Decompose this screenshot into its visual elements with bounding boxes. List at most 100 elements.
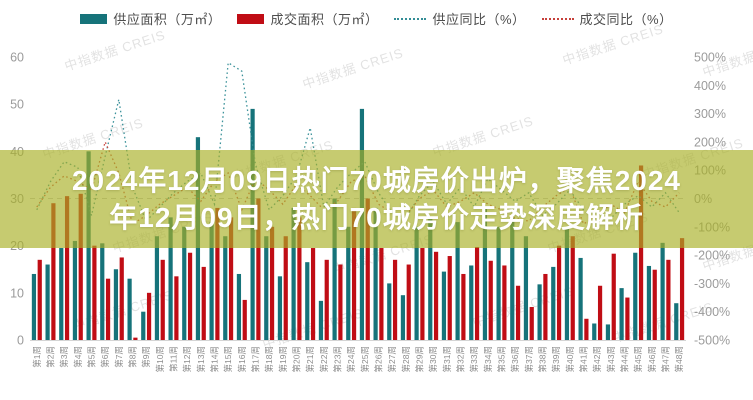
supply-bar — [223, 236, 228, 340]
supply-bar — [154, 236, 160, 340]
right-axis-tick-label: 200% — [694, 135, 726, 149]
supply-bar — [605, 324, 611, 340]
x-axis-label: 第14周 — [210, 346, 220, 372]
right-axis-tick-label: 400% — [694, 79, 726, 93]
legend-label: 供应面积（万㎡） — [113, 12, 222, 27]
x-axis-label: 第21周 — [305, 346, 315, 372]
x-axis-label: 第43周 — [606, 346, 616, 372]
transaction-bar — [379, 248, 384, 340]
transaction-bar — [133, 337, 138, 340]
supply-bar — [209, 222, 214, 340]
transaction-bar — [187, 252, 193, 340]
supply-bar — [551, 266, 556, 340]
supply-bar — [633, 252, 638, 340]
transaction-bar — [488, 260, 493, 340]
supply-bar — [346, 226, 351, 340]
transaction-bar — [160, 259, 165, 340]
left-axis-tick-label: 60 — [10, 51, 24, 65]
supply-bar — [510, 217, 515, 340]
transaction-bar — [597, 285, 603, 340]
x-axis-label: 第33周 — [469, 346, 479, 372]
legend-item-transaction-area[interactable]: 成交面积（万㎡） — [237, 9, 378, 28]
legend-item-supply-area[interactable]: 供应面积（万㎡） — [80, 9, 221, 28]
supply-bar — [236, 273, 242, 340]
legend-label: 成交面积（万㎡） — [270, 12, 379, 27]
supply-bar — [318, 300, 324, 340]
x-axis-label: 第18周 — [264, 346, 274, 372]
legend-item-transaction-yoy[interactable]: 成交同比（%） — [541, 9, 673, 28]
supply-bar — [578, 257, 583, 340]
legend-swatch-supply-yoy — [394, 17, 427, 20]
x-axis-label: 第11周 — [169, 346, 179, 372]
transaction-bar — [365, 198, 370, 340]
left-axis-tick-label: 10 — [10, 286, 24, 300]
supply-bar — [414, 226, 419, 340]
transaction-bar — [51, 203, 56, 340]
transaction-bar — [625, 297, 630, 340]
transaction-bar — [679, 238, 685, 340]
supply-bar — [469, 265, 474, 340]
x-axis-label: 第47周 — [661, 346, 671, 372]
transaction-bar — [37, 259, 42, 340]
supply-bar — [387, 283, 392, 340]
transaction-bar — [392, 259, 398, 340]
transaction-bar — [338, 264, 343, 340]
x-axis-label: 第17周 — [251, 346, 261, 372]
transaction-bar — [666, 259, 671, 340]
x-axis-label: 第30周 — [428, 346, 438, 372]
x-axis-label: 第39周 — [551, 346, 561, 372]
legend-swatch-supply-area — [80, 13, 108, 24]
headline-banner: 2024年12月09日热门70城房价出炉，聚焦2024 年12月09日，热门70… — [0, 150, 753, 248]
x-axis-label: 第29周 — [415, 346, 425, 372]
transaction-bar — [652, 269, 657, 340]
right-axis-tick-label: 300% — [694, 107, 726, 121]
transaction-bar — [433, 251, 439, 340]
transaction-bar — [78, 193, 83, 340]
headline-line-1: 2024年12月09日热门70城房价出炉，聚焦2024 — [71, 165, 681, 196]
transaction-bar — [256, 198, 261, 340]
x-axis-label: 第8周 — [128, 346, 138, 368]
supply-bar — [291, 207, 296, 340]
x-axis-label: 第46周 — [647, 346, 657, 372]
transaction-bar — [447, 256, 452, 340]
x-axis-label: 第16周 — [237, 346, 247, 372]
transaction-bar — [638, 165, 644, 340]
x-axis-label: 第42周 — [592, 346, 602, 372]
legend-label: 供应同比（%） — [432, 12, 526, 27]
transaction-bar — [611, 253, 616, 340]
transaction-bar — [242, 299, 247, 340]
x-axis-label: 第4周 — [73, 346, 83, 368]
x-axis-label: 第36周 — [510, 346, 520, 372]
legend-swatch-transaction-area — [237, 13, 265, 24]
transaction-bar — [174, 276, 179, 340]
x-axis-label: 第48周 — [674, 346, 684, 372]
supply-bar — [113, 269, 119, 340]
supply-bar — [59, 248, 64, 340]
x-axis-label: 第38周 — [538, 346, 548, 372]
supply-bar — [100, 243, 105, 340]
supply-bar — [277, 276, 283, 340]
transaction-bar — [406, 264, 411, 340]
supply-bar — [400, 295, 406, 340]
supply-bar — [182, 226, 187, 340]
supply-bar — [373, 207, 378, 340]
transaction-bar — [297, 217, 302, 340]
x-axis-label: 第6周 — [100, 346, 110, 368]
x-axis-label: 第32周 — [456, 346, 466, 372]
transaction-bar — [584, 318, 589, 340]
transaction-bar — [556, 245, 562, 340]
transaction-bar — [324, 259, 329, 340]
supply-bar — [141, 311, 146, 340]
x-axis-label: 第24周 — [346, 346, 356, 372]
transaction-bar — [474, 247, 480, 340]
x-axis-label: 第20周 — [292, 346, 302, 372]
x-axis-label: 第45周 — [633, 346, 643, 372]
supply-bar — [127, 278, 132, 340]
left-axis-tick-label: 0 — [17, 334, 24, 348]
x-axis-label: 第27周 — [387, 346, 397, 372]
x-axis-label: 第12周 — [182, 346, 192, 372]
x-axis-label: 第19周 — [278, 346, 288, 372]
legend-item-supply-yoy[interactable]: 供应同比（%） — [394, 9, 525, 28]
